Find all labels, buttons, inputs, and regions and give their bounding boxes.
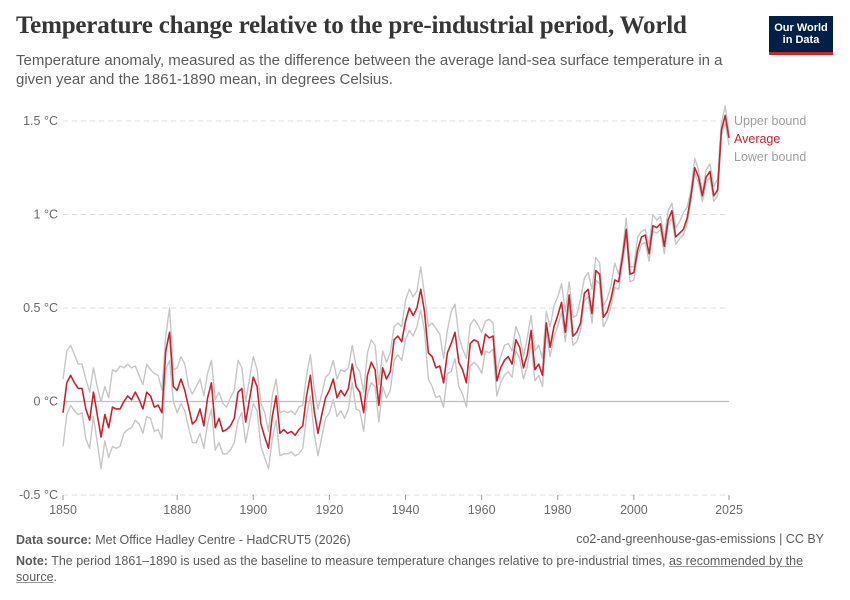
x-tick-label: 1920 <box>315 503 343 517</box>
upper-bound-legend-label: Upper bound <box>734 114 806 128</box>
note-end: . <box>53 570 58 584</box>
y-tick-label: 1.5 °C <box>23 114 58 128</box>
source-recommendation-link[interactable]: as recommended by the source <box>16 554 804 584</box>
y-tick-label: -0.5 °C <box>19 488 58 502</box>
x-tick-label: 1900 <box>239 503 267 517</box>
logo-line-1: Our World <box>774 22 828 34</box>
chart-title: Temperature change relative to the pre-i… <box>16 12 687 39</box>
y-tick-label: 1 °C <box>34 208 58 222</box>
note-label: Note: <box>16 554 48 568</box>
lower-bound-legend-label: Lower bound <box>734 150 806 164</box>
series-layer <box>62 105 730 470</box>
x-tick-label: 1880 <box>163 503 191 517</box>
chart-subtitle: Temperature anomaly, measured as the dif… <box>16 52 723 88</box>
y-tick-label: 0.5 °C <box>23 301 58 315</box>
source-line: Data source: Met Office Hadley Centre - … <box>16 532 351 548</box>
x-tick-label: 1980 <box>544 503 572 517</box>
note-text: The period 1861–1890 is used as the base… <box>51 554 666 568</box>
x-tick-label: 2000 <box>620 503 648 517</box>
y-tick-label: 0 °C <box>34 395 58 409</box>
note-line: Note: The period 1861–1890 is used as th… <box>16 553 816 585</box>
upper-bound-series-line <box>62 105 730 433</box>
owid-logo[interactable]: Our World in Data <box>769 16 833 55</box>
x-tick-label: 1850 <box>49 503 77 517</box>
x-tick-label: 2025 <box>715 503 743 517</box>
chart-slug[interactable]: co2-and-greenhouse-gas-emissions | CC BY <box>576 532 824 546</box>
source-label: Data source: <box>16 533 92 547</box>
average-series-line <box>62 114 730 450</box>
lower-bound-series-line <box>62 122 730 470</box>
x-tick-label: 1960 <box>468 503 496 517</box>
x-tick-label: 1940 <box>392 503 420 517</box>
source-text[interactable]: Met Office Hadley Centre - HadCRUT5 (202… <box>95 533 351 547</box>
grid-layer <box>62 120 730 500</box>
label-layer: -0.5 °C 0 °C 0.5 °C 1 °C 1.5 °C 1850 1880 1900 1… <box>19 114 806 517</box>
average-legend-label: Average <box>734 132 780 146</box>
logo-line-2: in Data <box>782 34 820 46</box>
